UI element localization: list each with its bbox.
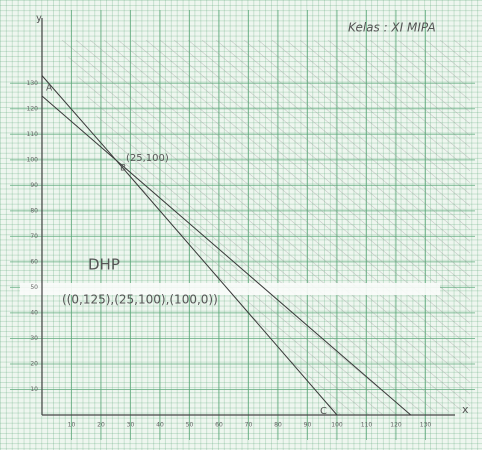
x-tick-label: 70 <box>245 422 253 429</box>
y-tick-label: 50 <box>30 284 38 291</box>
x-tick-label: 120 <box>390 422 402 429</box>
chart-title: Kelas : XI MIPA <box>348 21 436 35</box>
annotation: (25,100) <box>126 153 169 164</box>
scan-artifact <box>20 283 440 295</box>
shaded-region <box>60 40 470 415</box>
line <box>41 95 412 416</box>
x-tick-label: 110 <box>361 422 373 429</box>
y-tick-label: 70 <box>30 233 38 240</box>
y-tick-label: 40 <box>30 309 38 316</box>
y-tick-label: 60 <box>30 258 38 265</box>
x-tick-label: 130 <box>420 422 432 429</box>
x-tick-label: 50 <box>186 422 194 429</box>
x-tick-label: 90 <box>304 422 312 429</box>
x-tick-label: 40 <box>156 422 164 429</box>
annotation: ((0,125),(25,100),(100,0)) <box>62 293 218 307</box>
x-tick-label: 10 <box>68 422 76 429</box>
x-tick-label: 30 <box>127 422 135 429</box>
annotation: A <box>46 84 53 94</box>
x-tick-label: 60 <box>215 422 223 429</box>
y-tick-label: 130 <box>27 80 39 87</box>
x-tick-label: 20 <box>97 422 105 429</box>
y-tick-label: 80 <box>30 207 38 214</box>
x-tick-label: 80 <box>274 422 282 429</box>
y-tick-label: 110 <box>27 131 39 138</box>
y-tick-label: 100 <box>27 156 39 163</box>
y-axis-label: y <box>36 13 42 24</box>
y-tick-label: 30 <box>30 335 38 342</box>
annotation: C <box>320 406 327 417</box>
y-tick-label: 20 <box>30 360 38 367</box>
annotation: DHP <box>88 256 120 274</box>
y-tick-label: 120 <box>27 105 39 112</box>
y-tick-label: 90 <box>30 182 38 189</box>
y-tick-label: 10 <box>30 386 38 393</box>
x-axis-label: x <box>462 403 469 416</box>
x-tick-label: 100 <box>331 422 343 429</box>
annotation: B <box>120 164 126 174</box>
